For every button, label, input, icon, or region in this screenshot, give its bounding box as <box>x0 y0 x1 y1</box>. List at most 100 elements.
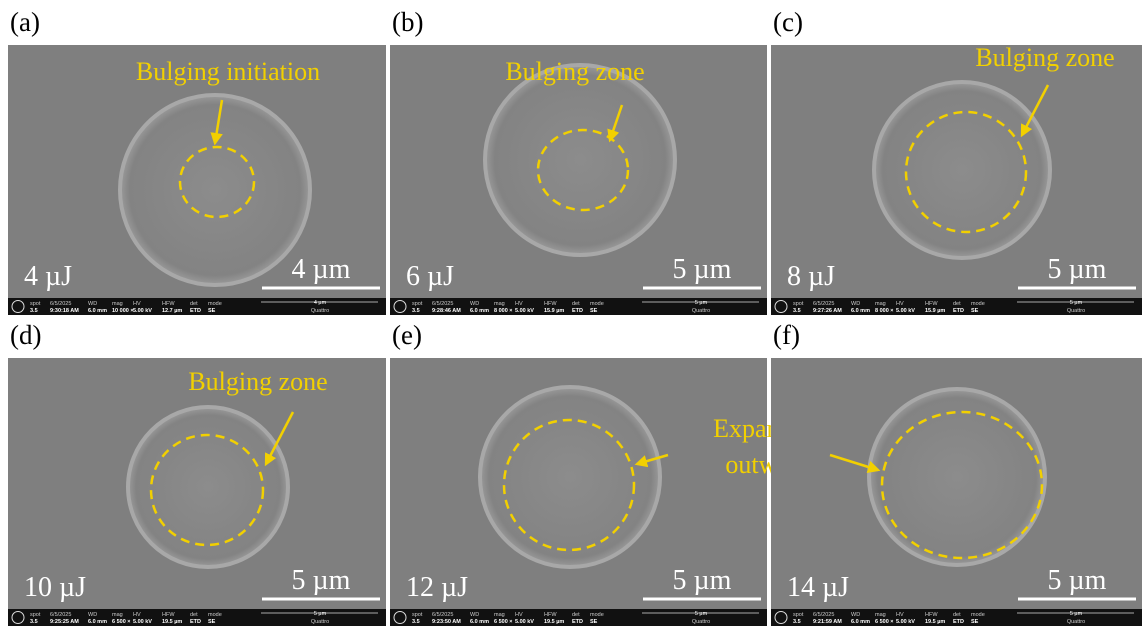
info-value: ETD <box>190 619 201 625</box>
info-label: spot <box>30 301 41 307</box>
info-label: mode <box>590 301 604 307</box>
info-label: det <box>953 612 961 618</box>
panel-label: (c) <box>773 7 803 37</box>
info-scale-label: 5 µm <box>1070 611 1083 617</box>
info-label: HFW <box>162 301 175 307</box>
info-label: 6/5/2025 <box>50 612 71 618</box>
annotation: Bulging zone <box>188 367 327 396</box>
info-value: SE <box>208 619 216 625</box>
info-value: ETD <box>953 619 964 625</box>
info-value: 6 500 × <box>494 619 513 625</box>
energy-label: 8 µJ <box>787 261 835 292</box>
panel-label: (f) <box>773 320 800 350</box>
info-value: 8 000 × <box>494 308 513 314</box>
info-label: spot <box>793 612 804 618</box>
info-value: ETD <box>953 308 964 314</box>
info-label: mode <box>208 301 222 307</box>
annotation: Bulging zone <box>505 57 644 86</box>
energy-label: 6 µJ <box>406 261 454 292</box>
info-label: HV <box>515 301 523 307</box>
figure: (a)Bulging initiation4 µJ4 µmspot3.56/5/… <box>0 0 1142 626</box>
info-label: 6/5/2025 <box>432 301 453 307</box>
annotation: Bulging initiation <box>136 57 320 86</box>
crater <box>485 65 675 255</box>
info-value: 8 000 × <box>875 308 894 314</box>
info-value: 6.0 mm <box>88 619 107 625</box>
panel-label: (d) <box>10 320 41 350</box>
info-value: 5.00 kV <box>133 619 152 625</box>
info-label: 6/5/2025 <box>50 301 71 307</box>
instrument: Quattro <box>311 619 329 625</box>
info-value: 6.0 mm <box>470 308 489 314</box>
info-label: HV <box>515 612 523 618</box>
info-value: 3.5 <box>793 619 801 625</box>
info-label: WD <box>88 612 97 618</box>
info-label: spot <box>412 612 423 618</box>
info-label: mag <box>112 612 123 618</box>
energy-label: 10 µJ <box>24 572 86 603</box>
info-value: 19.5 µm <box>925 619 945 625</box>
info-value: 3.5 <box>30 308 38 314</box>
info-label: det <box>953 301 961 307</box>
info-value: 9:25:25 AM <box>50 619 79 625</box>
info-value: 9:30:18 AM <box>50 308 79 314</box>
info-scale-label: 5 µm <box>695 611 708 617</box>
info-label: mag <box>875 612 886 618</box>
sem-image: 14 µJ5 µmspot3.56/5/20259:21:59 AMWD6.0 … <box>771 358 1142 626</box>
info-value: 10 000 × <box>112 308 134 314</box>
instrument: Quattro <box>1067 619 1085 625</box>
panel-label: (e) <box>392 320 422 350</box>
info-label: spot <box>30 612 41 618</box>
info-scale-label: 5 µm <box>695 300 708 306</box>
info-label: WD <box>470 612 479 618</box>
info-value: ETD <box>190 308 201 314</box>
info-value: 6.0 mm <box>851 619 870 625</box>
info-label: HFW <box>544 612 557 618</box>
info-value: SE <box>590 308 598 314</box>
scale-label: 5 µm <box>1048 565 1107 596</box>
scale-label: 4 µm <box>292 254 351 285</box>
info-value: 15.9 µm <box>544 308 564 314</box>
info-label: spot <box>412 301 423 307</box>
info-value: 3.5 <box>412 619 420 625</box>
info-value: 6.0 mm <box>470 619 489 625</box>
info-label: mode <box>971 612 985 618</box>
panel-label: (b) <box>392 7 423 37</box>
crater <box>480 387 660 567</box>
info-value: 3.5 <box>30 619 38 625</box>
info-value: SE <box>208 308 216 314</box>
info-value: 9:21:59 AM <box>813 619 842 625</box>
info-value: 6 500 × <box>875 619 894 625</box>
info-label: spot <box>793 301 804 307</box>
info-label: HFW <box>544 301 557 307</box>
info-label: HFW <box>162 612 175 618</box>
info-value: SE <box>971 619 979 625</box>
scale-label: 5 µm <box>292 565 351 596</box>
info-label: det <box>190 612 198 618</box>
info-value: 5.00 kV <box>896 308 915 314</box>
info-value: 9:23:50 AM <box>432 619 461 625</box>
info-label: HV <box>896 612 904 618</box>
info-value: 19.5 µm <box>544 619 564 625</box>
info-label: 6/5/2025 <box>813 301 834 307</box>
info-label: det <box>190 301 198 307</box>
info-value: 12.7 µm <box>162 308 182 314</box>
info-value: ETD <box>572 308 583 314</box>
info-label: HFW <box>925 612 938 618</box>
crater <box>869 389 1045 565</box>
info-label: mag <box>875 301 886 307</box>
info-label: WD <box>851 301 860 307</box>
scale-label: 5 µm <box>1048 254 1107 285</box>
info-label: mode <box>971 301 985 307</box>
info-value: SE <box>971 308 979 314</box>
info-label: det <box>572 612 580 618</box>
info-label: HV <box>133 612 141 618</box>
energy-label: 12 µJ <box>406 572 468 603</box>
info-label: det <box>572 301 580 307</box>
instrument: Quattro <box>1067 308 1085 314</box>
info-label: WD <box>88 301 97 307</box>
info-label: mag <box>494 301 505 307</box>
annotation: Bulging zone <box>975 43 1114 72</box>
